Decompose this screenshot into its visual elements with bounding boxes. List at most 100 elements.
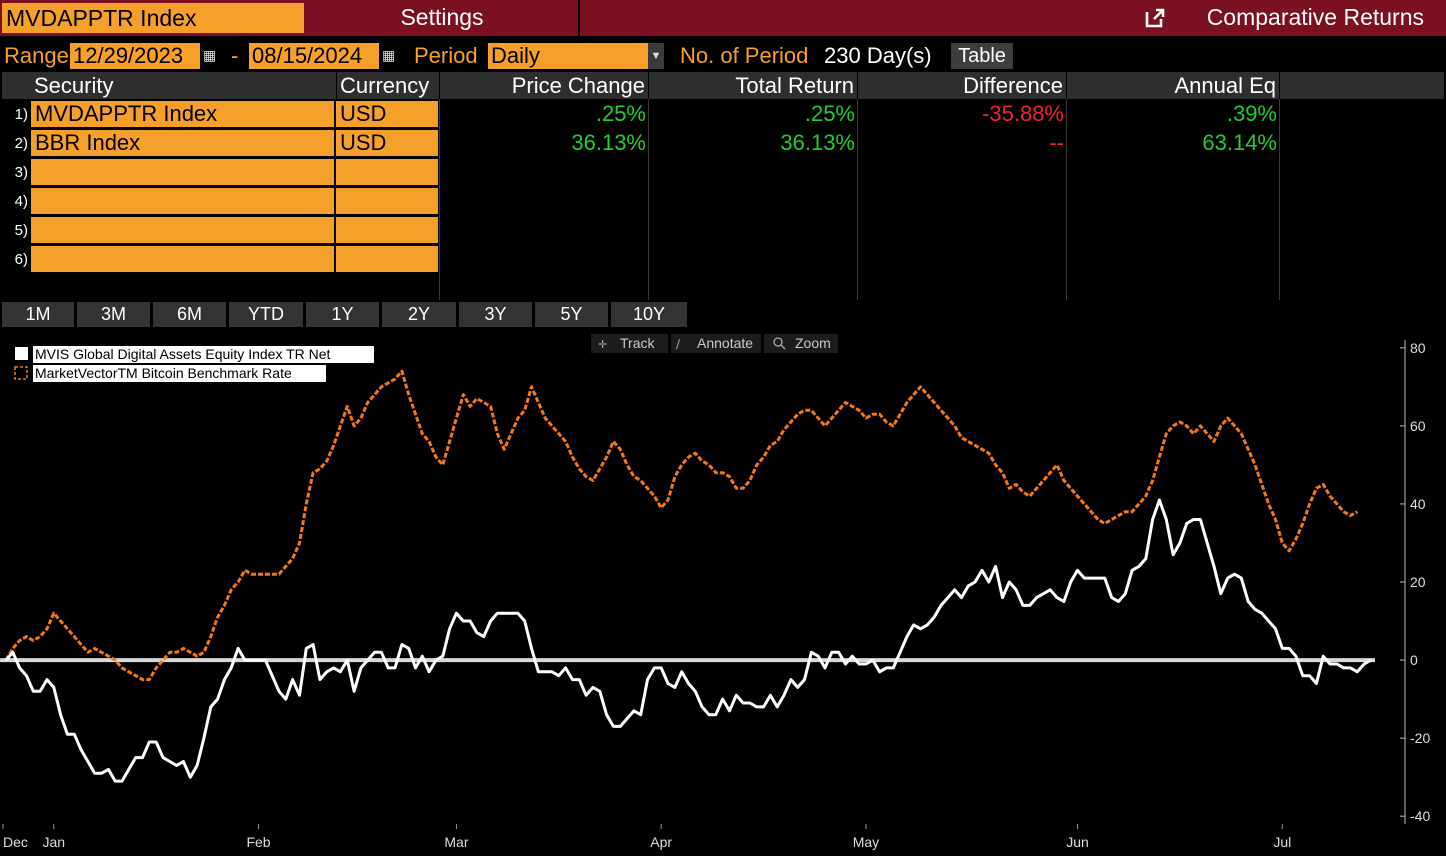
column-divider bbox=[1279, 99, 1280, 300]
currency-input-5[interactable] bbox=[336, 217, 438, 243]
x-tick-label: Apr bbox=[650, 834, 672, 850]
column-divider bbox=[857, 99, 858, 300]
y-ticks: 80 60 40 20 0 -20 -40 bbox=[1400, 340, 1430, 824]
settings-tab[interactable]: Settings bbox=[306, 0, 580, 36]
track-label: Track bbox=[620, 335, 655, 351]
external-link-icon[interactable] bbox=[1144, 7, 1166, 29]
calendar-icon[interactable]: ▦ bbox=[382, 47, 396, 63]
annotate-tool[interactable]: ∕ Annotate bbox=[671, 334, 761, 353]
nperiod-value: 230 Day(s) bbox=[824, 43, 932, 68]
difference-1: -35.88% bbox=[982, 101, 1064, 126]
calendar-icon[interactable]: ▦ bbox=[203, 47, 217, 63]
zoom-tool[interactable]: Zoom bbox=[764, 334, 838, 353]
x-tick-label: Jan bbox=[42, 834, 65, 850]
x-tick-label: Dec bbox=[3, 834, 28, 850]
y-tick-label: 0 bbox=[1410, 652, 1418, 668]
currency-input-4[interactable] bbox=[336, 188, 438, 214]
y-tick-label: 40 bbox=[1410, 496, 1426, 512]
column-divider bbox=[648, 99, 649, 300]
x-tick-label: Feb bbox=[246, 834, 270, 850]
end-date-input[interactable]: 08/15/2024 bbox=[249, 43, 379, 69]
currency-input-6[interactable] bbox=[336, 246, 438, 272]
period-button-2y[interactable]: 2Y bbox=[382, 302, 456, 327]
period-button-6m[interactable]: 6M bbox=[153, 302, 226, 327]
page-title: Comparative Returns bbox=[1206, 4, 1424, 30]
legend-label-mvis: MVIS Global Digital Assets Equity Index … bbox=[35, 346, 331, 362]
pencil-icon: ∕ bbox=[676, 337, 681, 351]
row-number: 5) bbox=[14, 222, 28, 239]
total-return-2: 36.13% bbox=[780, 130, 855, 155]
row-number: 2) bbox=[14, 135, 28, 152]
chart-legend: MVIS Global Digital Assets Equity Index … bbox=[11, 343, 376, 385]
range-label: Range bbox=[4, 43, 69, 68]
column-divider bbox=[1066, 99, 1067, 300]
col-header-blank bbox=[1280, 72, 1444, 99]
legend-swatch-bbr bbox=[14, 366, 28, 380]
security-input-5[interactable] bbox=[31, 217, 334, 243]
y-tick-label: -20 bbox=[1410, 730, 1430, 746]
series-line-mvis bbox=[4, 498, 1372, 783]
function-title: Comparative Returns bbox=[580, 0, 1446, 36]
currency-input-2[interactable]: USD bbox=[336, 130, 438, 156]
series-line-bbr bbox=[4, 369, 1359, 682]
legend-swatch-mvis bbox=[15, 347, 28, 360]
col-header-annual-eq: Annual Eq bbox=[1067, 72, 1279, 99]
y-tick-label: 20 bbox=[1410, 574, 1426, 590]
period-button-1y[interactable]: 1Y bbox=[306, 302, 379, 327]
controls-row: Range 12/29/2023 ▦ - 08/15/2024 ▦ Period… bbox=[0, 42, 1446, 70]
returns-chart[interactable]: 80 60 40 20 0 -20 -40 Dec Jan Feb Mar Apr May Jun Jul… bbox=[0, 330, 1446, 856]
annual-eq-1: .39% bbox=[1226, 101, 1277, 126]
col-header-total-return: Total Return bbox=[649, 72, 857, 99]
security-input-1[interactable]: MVDAPPTR Index bbox=[31, 101, 334, 127]
table-button[interactable]: Table bbox=[951, 43, 1013, 69]
difference-2: -- bbox=[1049, 130, 1064, 155]
price-change-1: .25% bbox=[595, 101, 646, 126]
period-button-10y[interactable]: 10Y bbox=[611, 302, 687, 327]
securities-table: Security Currency Price Change Total Ret… bbox=[0, 72, 1446, 300]
currency-input-1[interactable]: USD bbox=[336, 101, 438, 127]
nperiod-label: No. of Period bbox=[680, 43, 809, 68]
crosshair-icon: ✛ bbox=[598, 338, 607, 351]
period-button-5y[interactable]: 5Y bbox=[535, 302, 608, 327]
col-header-currency: Currency bbox=[337, 72, 439, 99]
x-tick-label: Mar bbox=[444, 834, 468, 850]
annual-eq-2: 63.14% bbox=[1202, 130, 1277, 155]
period-button-3y[interactable]: 3Y bbox=[459, 302, 532, 327]
period-button-ytd[interactable]: YTD bbox=[229, 302, 303, 327]
col-header-difference: Difference bbox=[858, 72, 1066, 99]
security-input-6[interactable] bbox=[31, 246, 334, 272]
y-tick-label: 60 bbox=[1410, 418, 1426, 434]
y-tick-label: 80 bbox=[1410, 340, 1426, 356]
ticker-input[interactable]: MVDAPPTR Index bbox=[2, 3, 304, 33]
row-number: 1) bbox=[14, 106, 28, 123]
x-tick-label: Jun bbox=[1066, 834, 1089, 850]
price-change-2: 36.13% bbox=[571, 130, 646, 155]
total-return-1: .25% bbox=[804, 101, 855, 126]
x-tick-label: May bbox=[853, 834, 879, 850]
column-divider bbox=[439, 99, 440, 300]
top-bar: MVDAPPTR Index Settings Comparative Retu… bbox=[0, 0, 1446, 36]
chevron-down-icon[interactable]: ▼ bbox=[648, 43, 664, 69]
legend-label-bbr: MarketVectorTM Bitcoin Benchmark Rate bbox=[35, 365, 292, 381]
security-input-4[interactable] bbox=[31, 188, 334, 214]
x-ticks: DecJanFebMarAprMayJunJulAug bbox=[2, 824, 1291, 850]
row-number: 4) bbox=[14, 193, 28, 210]
period-button-3m[interactable]: 3M bbox=[77, 302, 150, 327]
y-tick-label: -40 bbox=[1410, 808, 1430, 824]
magnifier-icon bbox=[773, 337, 783, 347]
security-input-2[interactable]: BBR Index bbox=[31, 130, 334, 156]
series-layer bbox=[4, 369, 1372, 783]
track-tool[interactable]: ✛ Track bbox=[591, 334, 668, 353]
start-date-input[interactable]: 12/29/2023 bbox=[70, 43, 200, 69]
period-select[interactable]: Daily bbox=[488, 43, 648, 69]
currency-input-3[interactable] bbox=[336, 159, 438, 185]
annotate-label: Annotate bbox=[697, 335, 753, 351]
security-input-3[interactable] bbox=[31, 159, 334, 185]
col-header-price-change: Price Change bbox=[440, 72, 648, 99]
row-number: 3) bbox=[14, 164, 28, 181]
zoom-label: Zoom bbox=[795, 335, 831, 351]
range-dash: - bbox=[231, 43, 239, 68]
period-label: Period bbox=[414, 43, 478, 68]
x-tick-label: Jul bbox=[1273, 834, 1291, 850]
period-button-1m[interactable]: 1M bbox=[2, 302, 74, 327]
